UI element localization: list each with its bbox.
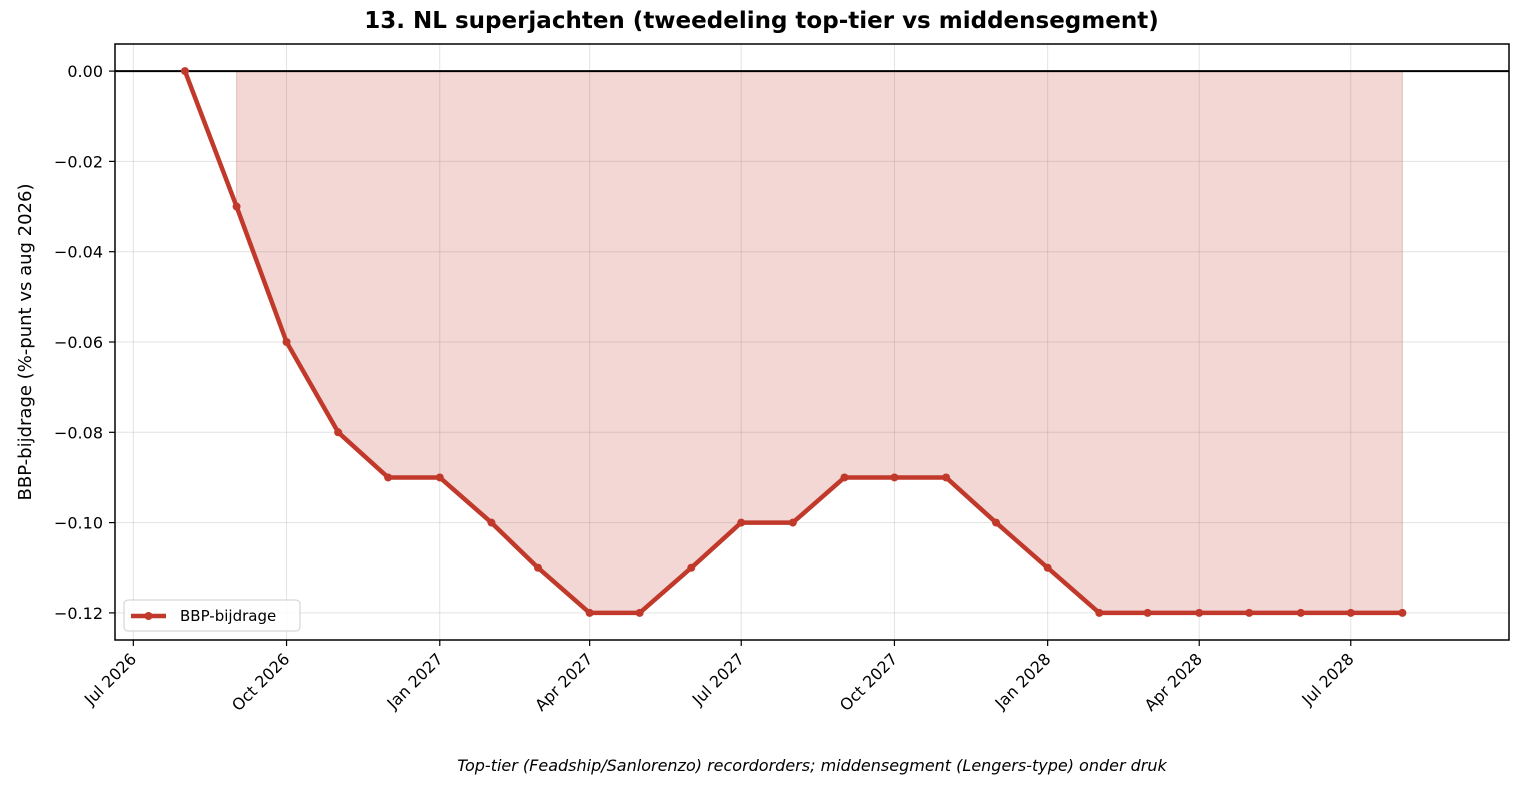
data-point: [180, 67, 189, 76]
data-point: [1296, 608, 1305, 617]
x-tick-label: Jul 2027: [688, 649, 748, 709]
data-point: [1195, 608, 1204, 617]
y-tick-label: 0.00: [67, 62, 103, 81]
x-tick-label: Apr 2028: [1141, 649, 1206, 714]
legend-label: BBP-bijdrage: [180, 607, 276, 625]
data-point: [282, 338, 291, 346]
x-tick-label: Apr 2027: [531, 649, 596, 714]
y-tick-label: −0.12: [54, 604, 103, 623]
data-point: [1346, 608, 1355, 617]
data-point: [1095, 608, 1104, 617]
data-point: [534, 563, 543, 572]
x-tick-label: Jul 2028: [1297, 649, 1357, 709]
x-tick-label: Oct 2026: [228, 649, 293, 714]
data-point: [687, 563, 696, 572]
x-tick-label: Jan 2028: [991, 649, 1055, 713]
data-point: [435, 473, 444, 482]
data-point: [840, 473, 849, 482]
data-point: [1398, 608, 1407, 617]
data-point: [232, 202, 241, 211]
x-tick-label: Oct 2027: [836, 649, 901, 714]
x-tick-label: Jan 2027: [383, 649, 447, 713]
y-axis-label: BBP-bijdrage (%-punt vs aug 2026): [15, 184, 36, 501]
fill-area: [236, 70, 1403, 614]
data-point: [1245, 608, 1254, 617]
data-point: [890, 473, 899, 482]
y-tick-label: −0.10: [54, 514, 103, 533]
data-point: [487, 518, 496, 527]
data-point: [1043, 563, 1052, 572]
data-point: [1143, 608, 1152, 617]
data-point: [384, 473, 393, 482]
data-point: [788, 518, 797, 527]
legend: BBP-bijdrage: [123, 599, 301, 632]
data-point: [635, 608, 644, 617]
data-point: [942, 473, 951, 482]
y-tick-label: −0.04: [54, 243, 103, 262]
legend-marker: [144, 612, 153, 620]
data-point: [737, 518, 746, 527]
data-point: [585, 608, 594, 617]
x-tick-label: Jul 2026: [80, 649, 140, 709]
chart-title: 13. NL superjachten (tweedeling top-tier…: [364, 8, 1159, 34]
legend-box: [123, 599, 301, 632]
y-tick-label: −0.06: [54, 333, 103, 352]
x-axis-label: Top-tier (Feadship/Sanlorenzo) recordord…: [457, 756, 1167, 775]
y-tick-label: −0.08: [54, 423, 103, 442]
data-point: [334, 428, 343, 437]
data-point: [992, 518, 1001, 527]
y-tick-label: −0.02: [54, 152, 103, 171]
